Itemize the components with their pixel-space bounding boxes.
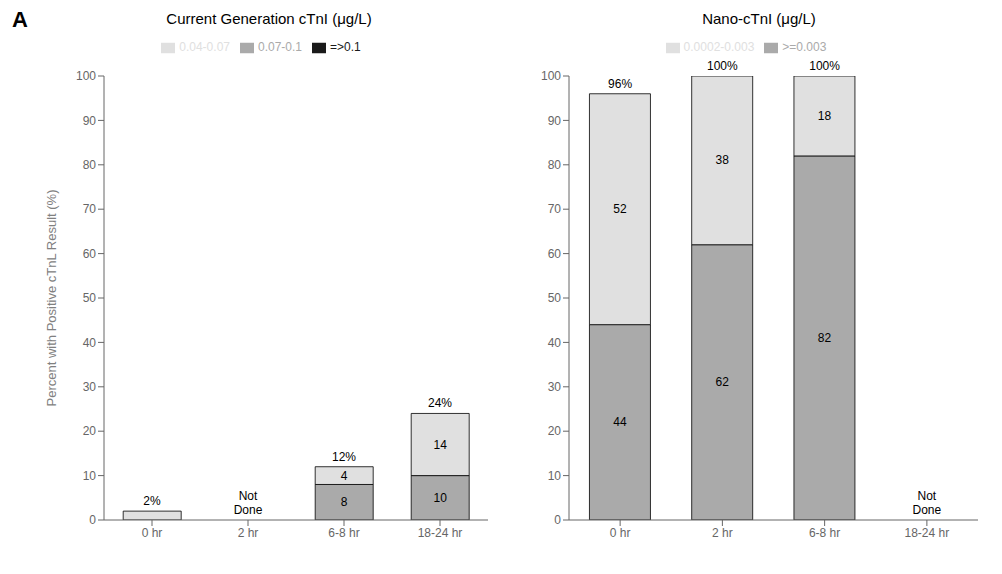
svg-text:40: 40 <box>83 336 97 350</box>
svg-text:0: 0 <box>89 513 96 527</box>
html-text:0.0002-0.003: 0.0002-0.003 <box>683 40 755 54</box>
svg-text:50: 50 <box>548 291 562 305</box>
svg-text:2%: 2% <box>143 494 161 508</box>
svg-text:100: 100 <box>541 69 561 83</box>
svg-text:12%: 12% <box>332 450 356 464</box>
svg-text:30: 30 <box>548 380 562 394</box>
svg-text:18-24 hr: 18-24 hr <box>418 526 463 540</box>
svg-text:2 hr: 2 hr <box>712 526 733 540</box>
svg-text:20: 20 <box>83 424 97 438</box>
svg-text:8: 8 <box>341 495 348 509</box>
svg-text:30: 30 <box>83 380 97 394</box>
svg-text:44: 44 <box>613 415 627 429</box>
svg-text:90: 90 <box>548 114 562 128</box>
svg-text:20: 20 <box>548 424 562 438</box>
svg-text:100%: 100% <box>809 59 840 73</box>
svg-text:70: 70 <box>83 202 97 216</box>
svg-text:100: 100 <box>76 69 96 83</box>
svg-text:14: 14 <box>434 438 448 452</box>
html-text:=>0.1: =>0.1 <box>330 40 361 54</box>
svg-text:6-8 hr: 6-8 hr <box>328 526 359 540</box>
svg-text:80: 80 <box>83 158 97 172</box>
svg-text:50: 50 <box>83 291 97 305</box>
svg-text:Percent with Positive cTnL Res: Percent with Positive cTnL Result (%) <box>44 190 59 407</box>
svg-text:96%: 96% <box>608 77 632 91</box>
svg-text:38: 38 <box>716 153 730 167</box>
svg-text:10: 10 <box>434 491 448 505</box>
svg-text:Done: Done <box>234 503 263 517</box>
svg-text:2 hr: 2 hr <box>238 526 259 540</box>
svg-text:62: 62 <box>716 375 730 389</box>
svg-text:100%: 100% <box>707 59 738 73</box>
svg-text:18-24 hr: 18-24 hr <box>905 526 950 540</box>
svg-text:6-8 hr: 6-8 hr <box>809 526 840 540</box>
svg-text:80: 80 <box>548 158 562 172</box>
svg-text:Not: Not <box>239 489 258 503</box>
svg-text:70: 70 <box>548 202 562 216</box>
svg-text:52: 52 <box>613 202 627 216</box>
svg-text:10: 10 <box>83 469 97 483</box>
html-text:Nano-cTnI (μg/L): Nano-cTnI (μg/L) <box>702 10 816 27</box>
svg-text:0 hr: 0 hr <box>610 526 631 540</box>
svg-text:60: 60 <box>83 247 97 261</box>
html-text:>=0.003: >=0.003 <box>782 40 827 54</box>
svg-text:24%: 24% <box>428 396 452 410</box>
html-text:A: A <box>12 7 28 32</box>
svg-text:18: 18 <box>818 109 832 123</box>
svg-text:90: 90 <box>83 114 97 128</box>
svg-text:Done: Done <box>913 503 942 517</box>
html-text:Current Generation cTnI (μg/L): Current Generation cTnI (μg/L) <box>166 10 372 27</box>
svg-text:82: 82 <box>818 331 832 345</box>
svg-text:0: 0 <box>554 513 561 527</box>
svg-text:40: 40 <box>548 336 562 350</box>
html-text:0.04-0.07: 0.04-0.07 <box>179 40 230 54</box>
svg-text:4: 4 <box>341 469 348 483</box>
html-text:0.07-0.1: 0.07-0.1 <box>258 40 302 54</box>
svg-text:0 hr: 0 hr <box>142 526 163 540</box>
svg-text:10: 10 <box>548 469 562 483</box>
svg-text:Not: Not <box>918 489 937 503</box>
svg-text:60: 60 <box>548 247 562 261</box>
